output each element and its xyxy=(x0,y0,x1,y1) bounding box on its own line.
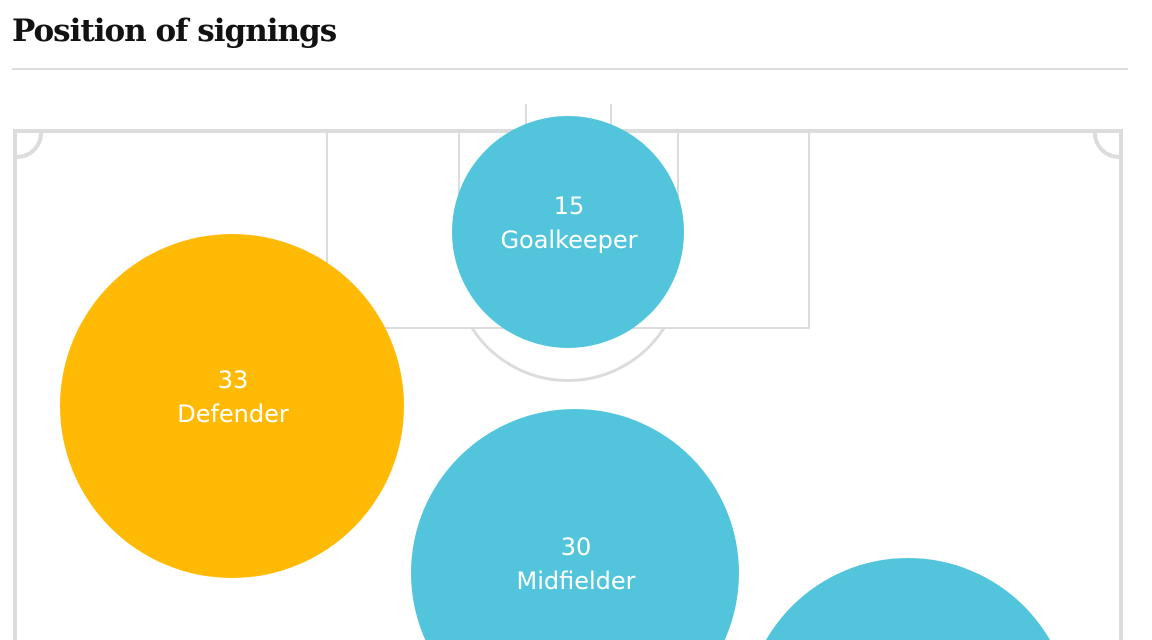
chart-title: Position of signings xyxy=(12,13,337,49)
bubble-label-goalkeeper: Goalkeeper xyxy=(500,226,637,254)
bubble-goalkeeper xyxy=(452,116,684,348)
bubble-label-defender: Defender xyxy=(177,400,289,428)
penalty-arc xyxy=(470,327,666,383)
bubble-value-midfielder: 30 xyxy=(561,533,592,561)
corner-arc-left xyxy=(16,132,43,159)
corner-arc-right xyxy=(1093,132,1120,159)
bubble-value-goalkeeper: 15 xyxy=(554,192,585,220)
title-divider xyxy=(12,68,1128,70)
bubble-forward xyxy=(766,558,1050,640)
bubbles: 15 Goalkeeper 33 Defender 30 Midfielder xyxy=(60,116,1050,640)
bubble-midfielder xyxy=(411,409,739,640)
bubble-label-midfielder: Midfielder xyxy=(516,567,635,595)
bubble-defender xyxy=(60,234,404,578)
bubble-value-defender: 33 xyxy=(218,366,249,394)
